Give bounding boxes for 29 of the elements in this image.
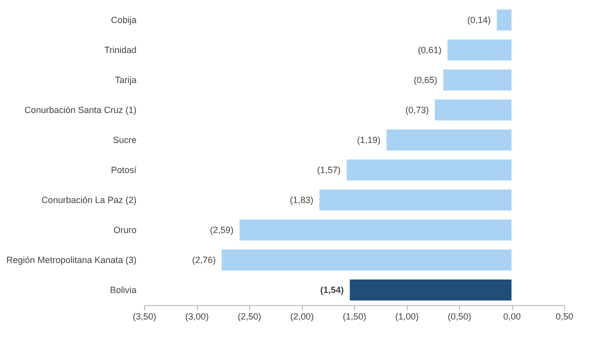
x-tick-label: (2,50) <box>238 312 262 322</box>
y-tick-label: Tarija <box>114 75 136 85</box>
y-tick-label: Región Metropolitana Kanata (3) <box>6 255 137 265</box>
data-label: (1,83) <box>290 195 314 205</box>
y-tick-label: Conurbación La Paz (2) <box>41 195 136 205</box>
data-label: (0,61) <box>418 45 442 55</box>
x-tick-label: (3,50) <box>132 312 156 322</box>
data-label: (2,59) <box>210 225 234 235</box>
y-tick-label: Conurbación Santa Cruz (1) <box>24 105 136 115</box>
data-label: (0,14) <box>467 15 491 25</box>
x-tick-label: (3,00) <box>185 312 209 322</box>
x-tick-label: (1,00) <box>395 312 419 322</box>
data-label: (0,73) <box>405 105 429 115</box>
y-tick-label: Cobija <box>110 15 136 25</box>
data-label: (1,57) <box>317 165 341 175</box>
data-label: (1,19) <box>357 135 381 145</box>
x-tick-label: 0,50 <box>556 312 574 322</box>
y-tick-label: Potosí <box>110 165 137 175</box>
data-label: (0,65) <box>414 75 438 85</box>
x-tick-label: (0,50) <box>448 312 472 322</box>
x-tick-label: (2,00) <box>290 312 314 322</box>
y-tick-label: Oruro <box>113 225 136 235</box>
data-label: (2,76) <box>192 255 216 265</box>
y-tick-label: Bolivia <box>110 285 136 295</box>
y-tick-label: Trinidad <box>104 45 136 55</box>
x-tick-label: 0,00 <box>503 312 521 322</box>
data-label: (1,54) <box>320 285 344 295</box>
y-tick-label: Sucre <box>112 135 136 145</box>
x-tick-label: (1,50) <box>342 312 366 322</box>
